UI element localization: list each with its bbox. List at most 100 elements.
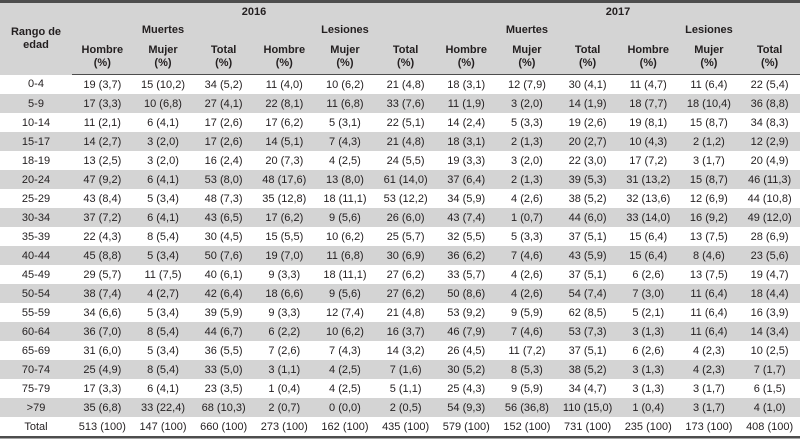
value-cell: 18 (11,1) <box>323 268 367 281</box>
value-cell: 53 (12,2) <box>383 192 428 205</box>
value-cell: 7 (4,6) <box>511 249 543 262</box>
value-cell: 28 (6,9) <box>750 230 789 243</box>
value-cell: 660 (100) <box>200 420 248 433</box>
value-cell: 19 (3,7) <box>83 78 122 91</box>
value-cell: 3 (2,0) <box>147 154 179 167</box>
value-cell: 39 (5,3) <box>568 173 607 186</box>
value-cell: 33 (7,6) <box>386 97 425 110</box>
age-range-cell: 30-34 <box>21 211 51 224</box>
group-lesiones-2016-header: Lesiones <box>253 21 436 39</box>
value-cell: 12 (7,4) <box>325 306 364 319</box>
value-cell: 19 (8,1) <box>629 116 668 129</box>
value-cell: 11 (6,4) <box>690 325 728 338</box>
value-cell: 18 (11,1) <box>323 192 367 205</box>
value-cell: 18 (3,1) <box>447 135 486 148</box>
year-header-row: Rango de edad 2016 2017 <box>0 3 800 75</box>
value-cell: 7 (4,3) <box>329 135 361 148</box>
value-cell: 19 (7,0) <box>265 249 304 262</box>
total-row: Total 513 (100) 147 (100) 660 (100) 273 (100… <box>0 417 800 436</box>
value-cell: 11 (6,8) <box>326 249 364 262</box>
total-lesiones-2017-header: Total (%) <box>739 39 800 75</box>
value-cell: 5 (3,3) <box>511 116 543 129</box>
age-range-cell: 18-19 <box>21 154 51 167</box>
value-cell: 7 (2,6) <box>268 344 301 357</box>
value-cell: 579 (100) <box>442 420 490 433</box>
value-cell: 10 (2,5) <box>750 344 789 357</box>
value-cell: 27 (4,1) <box>204 97 243 110</box>
value-cell: 16 (9,2) <box>689 211 728 224</box>
age-range-cell: 50-54 <box>21 287 51 300</box>
value-cell: 5 (3,4) <box>147 344 179 357</box>
value-cell: 29 (5,7) <box>83 268 122 281</box>
mujer-lesiones-2017-header: Mujer (%) <box>678 39 740 75</box>
table-row: 25-29 43 (8,4) 5 (3,4) 48 (7,3) 35 (12,8) 18 … <box>0 189 800 208</box>
value-cell: 12 (7,9) <box>507 78 546 91</box>
value-cell: 42 (6,4) <box>204 287 243 300</box>
value-cell: 20 (7,3) <box>265 154 304 167</box>
value-cell: 34 (4,7) <box>568 382 607 395</box>
value-cell: 3 (1,3) <box>632 325 665 338</box>
group-muertes-2017-header: Muertes <box>435 21 618 39</box>
age-range-cell: 20-24 <box>21 173 51 186</box>
value-cell: 435 (100) <box>382 420 430 433</box>
value-cell: 40 (6,1) <box>204 268 243 281</box>
value-cell: 17 (6,2) <box>265 211 304 224</box>
value-cell: 7 (4,6) <box>511 325 543 338</box>
table-body: 0-4 19 (3,7) 15 (10,2) 34 (5,2) 11 (4,0) 10 (… <box>0 75 800 437</box>
value-cell: 408 (100) <box>746 420 794 433</box>
value-cell: 0 (0,0) <box>329 401 361 414</box>
value-cell: 14 (5,1) <box>265 135 304 148</box>
total-lesiones-2016-header: Total (%) <box>375 39 436 75</box>
value-cell: 27 (6,2) <box>386 268 425 281</box>
age-range-cell: 35-39 <box>21 230 51 243</box>
value-cell: 6 (2,6) <box>632 268 665 281</box>
age-range-cell: 65-69 <box>21 344 51 357</box>
value-cell: 14 (3,4) <box>750 325 789 338</box>
value-cell: 68 (10,3) <box>201 401 246 414</box>
value-cell: 9 (5,9) <box>511 306 543 319</box>
value-cell: 43 (7,4) <box>447 211 486 224</box>
value-cell: 47 (9,2) <box>83 173 122 186</box>
value-cell: 35 (12,8) <box>262 192 307 205</box>
value-cell: 17 (7,2) <box>629 154 668 167</box>
value-cell: 16 (3,9) <box>750 306 789 319</box>
value-cell: 8 (5,4) <box>147 230 179 243</box>
value-cell: 5 (3,1) <box>329 116 361 129</box>
value-cell: 8 (5,4) <box>147 325 179 338</box>
value-cell: 3 (2,0) <box>511 97 543 110</box>
value-cell: 7 (1,7) <box>753 363 786 376</box>
value-cell: 731 (100) <box>564 420 612 433</box>
value-cell: 25 (4,3) <box>447 382 486 395</box>
value-cell: 30 (4,5) <box>204 230 243 243</box>
group-header-row: Muertes Lesiones Muertes Lesiones <box>0 21 800 39</box>
value-cell: 9 (3,3) <box>268 306 301 319</box>
value-cell: 9 (5,6) <box>329 287 361 300</box>
value-cell: 46 (7,9) <box>447 325 486 338</box>
value-cell: 44 (6,7) <box>204 325 243 338</box>
value-cell: 54 (7,4) <box>568 287 607 300</box>
value-cell: 11 (4,7) <box>629 78 667 91</box>
value-cell: 19 (2,6) <box>568 116 607 129</box>
value-cell: 22 (8,1) <box>265 97 304 110</box>
value-cell: 12 (2,9) <box>750 135 789 148</box>
value-cell: 18 (3,1) <box>447 78 486 91</box>
value-cell: 38 (7,4) <box>83 287 122 300</box>
value-cell: 15 (10,2) <box>140 78 185 91</box>
value-cell: 4 (2,5) <box>329 154 361 167</box>
total-muertes-2016-header: Total (%) <box>193 39 254 75</box>
value-cell: 4 (2,6) <box>511 268 543 281</box>
value-cell: 54 (9,3) <box>447 401 486 414</box>
value-cell: 14 (1,9) <box>568 97 607 110</box>
value-cell: 17 (2,6) <box>204 116 243 129</box>
age-range-cell: 75-79 <box>21 382 51 395</box>
value-cell: 2 (0,5) <box>389 401 422 414</box>
value-cell: 8 (5,4) <box>147 363 179 376</box>
value-cell: 38 (5,2) <box>568 363 607 376</box>
value-cell: 162 (100) <box>321 420 369 433</box>
value-cell: 44 (6,0) <box>568 211 607 224</box>
value-cell: 14 (3,2) <box>386 344 425 357</box>
table-row: 15-17 14 (2,7) 3 (2,0) 17 (2,6) 14 (5,1) 7 (4… <box>0 132 800 151</box>
age-range-cell: 45-49 <box>21 268 51 281</box>
value-cell: 36 (5,5) <box>204 344 243 357</box>
age-range-cell: Total <box>24 420 48 433</box>
